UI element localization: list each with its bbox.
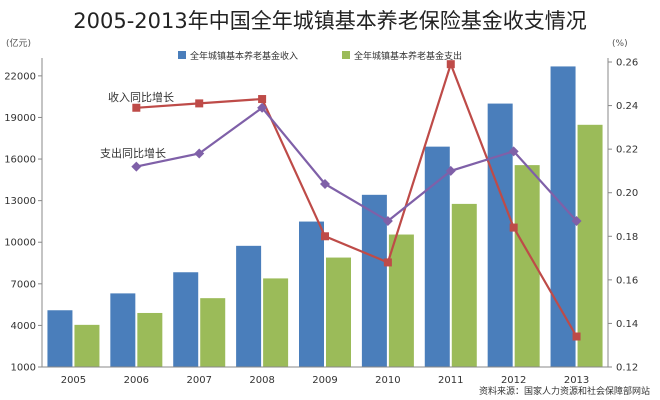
right-tick-label: 0.14 xyxy=(616,319,638,330)
bar-income-2009 xyxy=(299,221,324,367)
legend-label-income: 全年城镇基本养老基金收入 xyxy=(190,50,298,62)
point-expense-growth-2006 xyxy=(131,161,142,172)
legend-label-expense: 全年城镇基本养老基金支出 xyxy=(354,50,462,62)
point-income-growth-2009 xyxy=(321,232,329,241)
x-tick-label: 2010 xyxy=(375,375,400,386)
point-income-growth-2012 xyxy=(509,223,518,232)
bar-expense-2006 xyxy=(137,312,163,367)
left-tick-label: 7000 xyxy=(11,279,36,290)
x-tick-label: 2012 xyxy=(501,375,526,386)
bar-expense-2005 xyxy=(74,324,100,367)
left-tick-label: 16000 xyxy=(4,155,36,166)
left-tick-label: 19000 xyxy=(4,113,36,124)
right-tick-label: 0.20 xyxy=(616,188,638,199)
bars xyxy=(47,66,603,368)
left-tick-label: 1000 xyxy=(11,363,36,374)
bar-expense-2010 xyxy=(388,234,414,367)
line-income-growth xyxy=(136,60,578,338)
point-income-growth-2008 xyxy=(258,95,267,104)
x-tick-label: 2011 xyxy=(438,375,463,386)
bar-expense-2013 xyxy=(577,124,603,367)
left-tick-label: 10000 xyxy=(4,238,36,249)
bar-income-2007 xyxy=(173,272,199,367)
x-tick-label: 2013 xyxy=(564,375,589,386)
bar-income-2010 xyxy=(361,194,387,367)
bar-income-2012 xyxy=(487,103,513,368)
left-tick-label: 22000 xyxy=(4,71,36,82)
bar-expense-2007 xyxy=(200,298,226,367)
bar-income-2005 xyxy=(47,310,73,367)
right-tick-label: 0.16 xyxy=(616,275,638,286)
point-expense-growth-2007 xyxy=(194,148,205,159)
legend-swatch-expense xyxy=(342,51,350,59)
left-tick-label: 4000 xyxy=(11,321,36,332)
bar-expense-2009 xyxy=(326,257,351,367)
bar-income-2008 xyxy=(236,245,262,367)
right-tick-label: 0.12 xyxy=(616,363,638,374)
x-tick-label: 2006 xyxy=(124,375,149,386)
right-tick-label: 0.24 xyxy=(616,101,638,112)
bar-income-2011 xyxy=(424,146,450,367)
point-expense-growth-2008 xyxy=(257,102,268,113)
point-expense-growth-2013 xyxy=(571,216,582,227)
left-axis-unit: (亿元) xyxy=(6,37,31,49)
point-expense-growth-2011 xyxy=(445,165,456,176)
point-expense-growth-2009 xyxy=(320,179,330,189)
right-tick-label: 0.22 xyxy=(616,145,638,156)
x-tick-label: 2008 xyxy=(249,375,274,386)
line-expense-growth xyxy=(136,106,578,223)
axes: 1000 4000 7000 10000 13000 16000 19000 22000 0.1… xyxy=(4,58,638,387)
lines xyxy=(131,60,582,341)
x-tick-label: 2007 xyxy=(186,375,211,386)
right-tick-label: 0.26 xyxy=(616,58,638,69)
income-growth-label: 收入同比增长 xyxy=(108,90,174,104)
x-tick-label: 2009 xyxy=(312,375,337,386)
point-income-growth-2007 xyxy=(195,99,204,108)
x-tick-label: 2005 xyxy=(61,375,86,386)
point-income-growth-2006 xyxy=(132,103,141,112)
right-tick-label: 0.18 xyxy=(616,232,638,243)
right-axis-unit: (%) xyxy=(612,39,628,49)
chart-title: 2005-2013年中国全年城镇基本养老保险基金收支情况 xyxy=(73,9,586,33)
legend: 全年城镇基本养老基金收入 全年城镇基本养老基金支出 xyxy=(178,50,462,62)
point-expense-growth-2012 xyxy=(508,146,519,157)
point-income-growth-2013 xyxy=(572,332,581,341)
point-income-growth-2010 xyxy=(383,258,392,267)
left-tick-label: 13000 xyxy=(4,196,36,207)
legend-swatch-income xyxy=(178,51,186,59)
bar-income-2006 xyxy=(110,293,136,367)
point-expense-growth-2010 xyxy=(382,216,393,227)
point-income-growth-2011 xyxy=(446,60,455,69)
bar-expense-2008 xyxy=(263,278,289,367)
expense-growth-label: 支出同比增长 xyxy=(100,146,166,160)
bar-expense-2011 xyxy=(451,203,477,367)
source-note: 资料来源：国家人力资源和社会保障部网站 xyxy=(479,385,650,397)
